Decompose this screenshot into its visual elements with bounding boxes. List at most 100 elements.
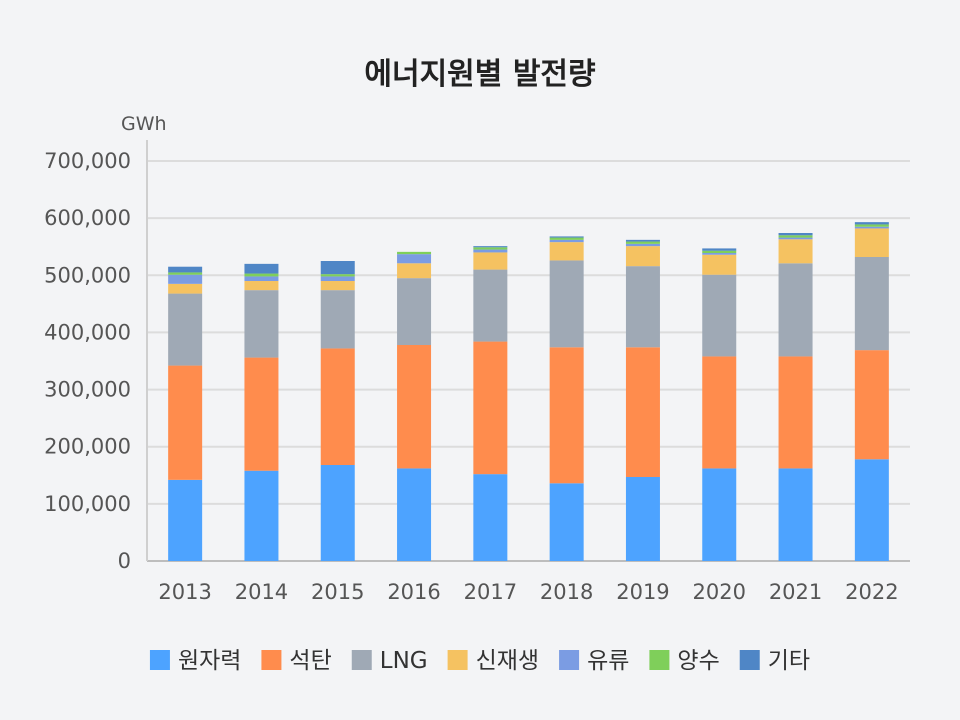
- bar-segment: [778, 233, 813, 236]
- bar-segment: [778, 468, 813, 561]
- bar-segment: [778, 356, 813, 469]
- bar-segment: [473, 247, 508, 250]
- y-tick-label: 400,000: [44, 320, 131, 344]
- bar-segment: [168, 272, 203, 275]
- legend-swatch: [149, 650, 170, 670]
- legend-swatch: [351, 650, 372, 670]
- bar-segment: [244, 263, 279, 274]
- legend-swatch: [649, 650, 670, 670]
- legend-label: 양수: [677, 648, 719, 674]
- bar-segment: [625, 477, 660, 561]
- bar-segment: [397, 263, 432, 279]
- x-tick-label: 2014: [235, 580, 288, 604]
- bar-segment: [625, 241, 660, 244]
- bar-segment: [854, 226, 889, 229]
- y-tick-label: 0: [118, 549, 131, 573]
- x-tick-label: 2022: [845, 580, 898, 604]
- bar-segment: [549, 242, 584, 261]
- bar-segment: [320, 281, 355, 291]
- bar-segment: [320, 348, 355, 465]
- bar-segment: [244, 290, 279, 358]
- y-tick-label: 500,000: [44, 263, 131, 287]
- bar-segment: [397, 468, 432, 561]
- bar-segment: [473, 249, 508, 253]
- bar-segment: [320, 290, 355, 349]
- y-axis-ticks: 0 100,000 200,000 300,000 400,000 500,000 600,…: [44, 149, 131, 573]
- bar-segment: [473, 341, 508, 475]
- bar-segment: [625, 243, 660, 247]
- x-tick-label: 2020: [693, 580, 746, 604]
- legend: 원자력 석탄 LNG 신재생 유류 양수 기타: [149, 648, 810, 674]
- bar-segment: [473, 474, 508, 561]
- y-tick-label: 600,000: [44, 206, 131, 230]
- bar-segment: [168, 293, 203, 366]
- bar-segment: [702, 274, 737, 357]
- legend-label: 유류: [587, 648, 629, 674]
- x-tick-label: 2018: [540, 580, 593, 604]
- legend-label: 석탄: [289, 648, 331, 674]
- y-tick-label: 100,000: [44, 492, 131, 516]
- bar-segment: [854, 257, 889, 351]
- bar-segment: [549, 347, 584, 484]
- bar-segment: [473, 246, 508, 248]
- bar-segment: [473, 252, 508, 270]
- chart-title: 에너지원별 발전량: [364, 57, 596, 92]
- bar-segment: [778, 235, 813, 238]
- legend-label: 기타: [768, 648, 810, 674]
- bar-segment: [397, 345, 432, 469]
- legend-label: LNG: [380, 648, 428, 674]
- bar-segment: [244, 276, 279, 281]
- bar-segment: [549, 483, 584, 561]
- legend-swatch: [447, 650, 468, 670]
- bar-segment: [778, 263, 813, 357]
- bar-segment: [854, 459, 889, 561]
- x-tick-label: 2019: [616, 580, 669, 604]
- bar-segment: [702, 254, 737, 275]
- x-tick-label: 2021: [769, 580, 822, 604]
- legend-label: 원자력: [178, 648, 241, 674]
- bar-segment: [778, 239, 813, 264]
- x-axis-ticks: 2013 2014 2015 2016 2017 2018 2019 2020 2021 2022: [158, 580, 898, 604]
- bar-segment: [320, 274, 355, 277]
- bar-segment: [625, 266, 660, 348]
- bar-segment: [854, 228, 889, 257]
- bar-segment: [320, 261, 355, 275]
- bar-segment: [244, 357, 279, 471]
- bar-segment: [549, 239, 584, 243]
- bar-segment: [549, 237, 584, 240]
- bars: [168, 222, 889, 561]
- bar-segment: [244, 273, 279, 277]
- bar-segment: [320, 465, 355, 561]
- x-tick-label: 2015: [311, 580, 364, 604]
- bar-segment: [549, 260, 584, 348]
- bar-segment: [854, 222, 889, 225]
- bar-segment: [397, 278, 432, 345]
- legend-swatch: [559, 650, 580, 670]
- bar-segment: [168, 266, 203, 273]
- bar-segment: [168, 274, 203, 284]
- bar-segment: [702, 356, 737, 469]
- x-tick-label: 2017: [464, 580, 517, 604]
- bar-segment: [854, 224, 889, 227]
- bar-segment: [244, 470, 279, 561]
- bar-segment: [168, 479, 203, 561]
- bar-segment: [702, 250, 737, 253]
- bar-segment: [244, 281, 279, 291]
- bar-segment: [397, 254, 432, 264]
- bar-segment: [397, 251, 432, 255]
- bar-segment: [473, 269, 508, 342]
- x-tick-label: 2013: [158, 580, 211, 604]
- bar-segment: [168, 365, 203, 480]
- bar-segment: [549, 236, 584, 238]
- y-tick-label: 300,000: [44, 378, 131, 402]
- bar-segment: [625, 347, 660, 477]
- x-tick-label: 2016: [387, 580, 440, 604]
- legend-swatch: [739, 650, 760, 670]
- bar-segment: [702, 248, 737, 251]
- bar-segment: [778, 237, 813, 240]
- legend-label: 신재생: [476, 648, 539, 674]
- y-axis-unit-label: GWh: [121, 113, 167, 135]
- y-tick-label: 200,000: [44, 435, 131, 459]
- bar-segment: [854, 350, 889, 460]
